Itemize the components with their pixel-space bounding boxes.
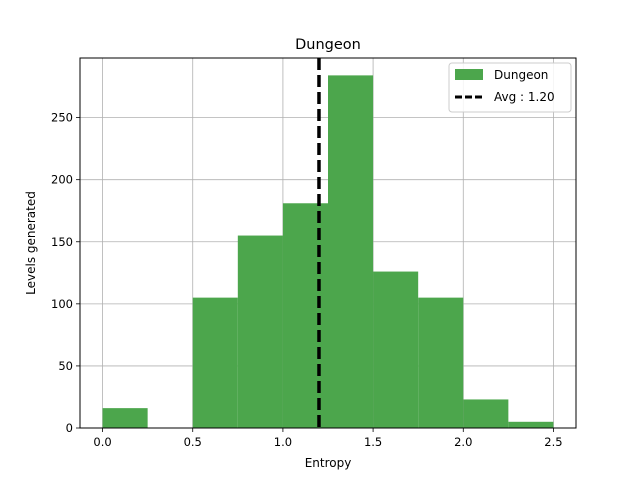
y-axis-label: Levels generated	[24, 191, 38, 295]
legend-label-dungeon: Dungeon	[494, 68, 548, 82]
histogram-bar	[328, 75, 374, 428]
y-tick-label: 200	[51, 173, 73, 187]
x-tick-label: 1.5	[364, 435, 382, 449]
x-axis-label: Entropy	[305, 456, 352, 470]
histogram-bar	[508, 421, 554, 428]
x-tick-label: 2.5	[544, 435, 562, 449]
histogram-bar	[282, 203, 328, 428]
y-tick-label: 100	[51, 297, 73, 311]
chart-title: Dungeon	[295, 37, 361, 53]
plot-frame	[79, 57, 577, 429]
y-tick-label: 50	[58, 359, 73, 373]
x-tick-label: 1.0	[274, 435, 292, 449]
histogram-bar	[192, 297, 238, 428]
y-tick-label: 250	[51, 111, 73, 125]
histogram-bar	[418, 297, 464, 428]
histogram-bar	[373, 271, 419, 428]
x-tick-label: 0.0	[93, 435, 111, 449]
y-tick-label: 150	[51, 235, 73, 249]
histogram-bar	[237, 235, 283, 428]
x-axis-ticks: 0.0 0.5 1.0 1.5 2.0 2.5	[93, 428, 563, 449]
histogram-bars	[102, 75, 554, 428]
legend: Dungeon Avg : 1.20	[448, 62, 572, 113]
histogram-bar	[463, 399, 509, 428]
legend-label-avg: Avg : 1.20	[494, 90, 555, 104]
y-axis-ticks: 0 50 100 150 200 250	[51, 111, 80, 435]
histogram-bar	[102, 408, 148, 428]
x-tick-label: 0.5	[184, 435, 202, 449]
y-tick-label: 0	[66, 421, 73, 435]
legend-swatch-dungeon	[455, 69, 483, 80]
x-tick-label: 2.0	[454, 435, 472, 449]
